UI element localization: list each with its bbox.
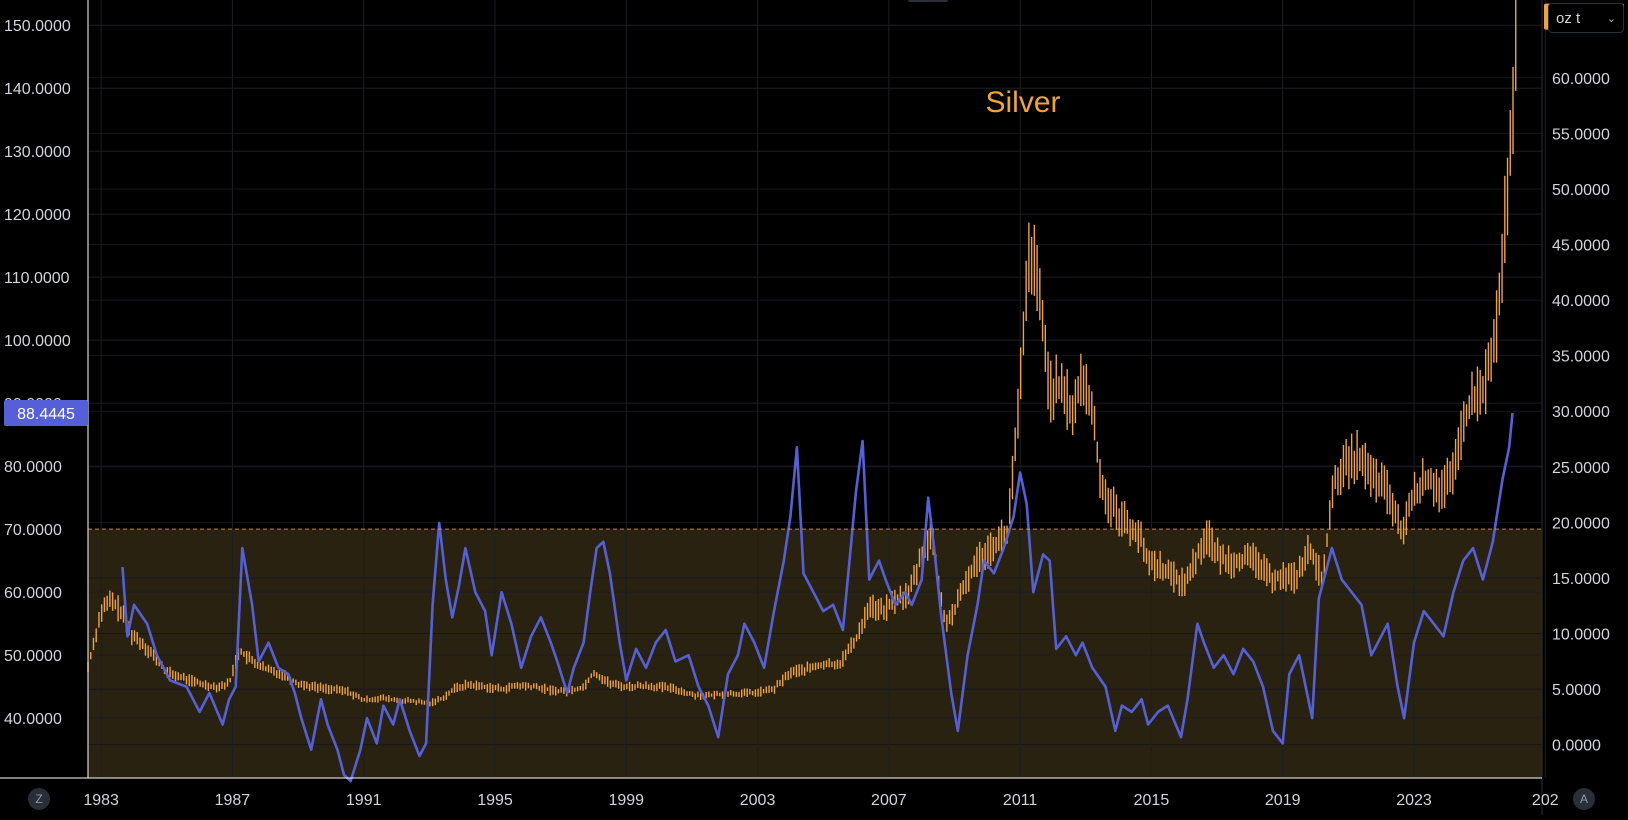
x-tick-label: 1995	[477, 792, 513, 809]
silver-annotation: Silver	[985, 86, 1060, 119]
x-tick-label: 202	[1532, 792, 1559, 809]
x-tick-label: 1991	[346, 792, 382, 809]
unit-selector[interactable]: oz t ⌄	[1548, 3, 1624, 33]
right-tick-label: 55.0000	[1552, 126, 1610, 143]
x-tick-label: 1999	[608, 792, 644, 809]
right-tick-label: 45.0000	[1552, 238, 1610, 255]
right-tick-label: 40.0000	[1552, 293, 1610, 310]
left-tick-label: 130.0000	[4, 144, 71, 161]
right-tick-label: 15.0000	[1552, 571, 1610, 588]
x-tick-label: 2015	[1134, 792, 1170, 809]
right-tick-label: 0.0000	[1552, 738, 1601, 755]
chevron-down-icon: ⌄	[1606, 12, 1616, 25]
left-tick-label: 110.0000	[4, 270, 70, 287]
top-handle[interactable]	[908, 0, 948, 2]
left-tick-label: 140.0000	[4, 81, 71, 98]
x-tick-label: 2023	[1396, 792, 1432, 809]
auto-scale-button[interactable]: A	[1573, 788, 1595, 810]
last-value-box-left	[4, 399, 88, 426]
right-tick-label: 35.0000	[1552, 349, 1610, 366]
right-tick-label: 20.0000	[1552, 515, 1610, 532]
right-tick-label: 5.0000	[1552, 682, 1601, 699]
x-tick-label: 2007	[871, 792, 907, 809]
x-tick-label: 1983	[83, 792, 119, 809]
x-tick-label: 1987	[215, 792, 251, 809]
unit-selector-value: oz t	[1556, 9, 1581, 27]
x-tick-label: 2011	[1003, 792, 1038, 809]
right-tick-label: 50.0000	[1552, 182, 1610, 199]
zoom-reset-button[interactable]: Z	[28, 788, 50, 810]
left-tick-label: 150.0000	[4, 18, 71, 35]
right-tick-label: 10.0000	[1552, 627, 1610, 644]
left-tick-label: 50.0000	[4, 648, 62, 665]
left-tick-label: 70.0000	[4, 522, 62, 539]
x-tick-label: 2003	[740, 792, 776, 809]
left-tick-label: 40.0000	[4, 711, 62, 728]
left-tick-label: 80.0000	[4, 459, 62, 476]
zoom-reset-label: Z	[35, 792, 43, 806]
right-tick-label: 25.0000	[1552, 460, 1610, 477]
last-value-label-left: 88.4445	[17, 406, 75, 423]
right-tick-label: 60.0000	[1552, 71, 1610, 88]
right-tick-label: 30.0000	[1552, 404, 1610, 421]
x-tick-label: 2019	[1265, 792, 1301, 809]
ratio-line	[121, 412, 1514, 783]
left-tick-label: 100.0000	[4, 333, 71, 350]
auto-scale-label: A	[1579, 792, 1588, 806]
left-tick-label: 120.0000	[4, 207, 71, 224]
left-tick-label: 60.0000	[4, 585, 62, 602]
